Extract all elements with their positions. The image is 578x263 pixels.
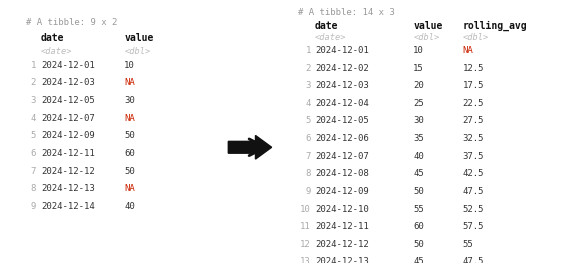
Text: 7: 7 (31, 166, 36, 176)
Text: 2024-12-12: 2024-12-12 (42, 166, 95, 176)
Text: 2024-12-01: 2024-12-01 (42, 61, 95, 70)
Text: 2024-12-06: 2024-12-06 (315, 134, 369, 143)
Text: 50: 50 (124, 131, 135, 140)
Text: 27.5: 27.5 (462, 117, 484, 125)
Text: 40: 40 (124, 202, 135, 211)
Text: 10: 10 (124, 61, 135, 70)
Text: <date>: <date> (315, 33, 346, 42)
Text: 11: 11 (300, 222, 311, 231)
Text: 13: 13 (300, 257, 311, 263)
Text: 1: 1 (306, 46, 311, 55)
Text: 2024-12-04: 2024-12-04 (315, 99, 369, 108)
Text: 32.5: 32.5 (462, 134, 484, 143)
Text: 22.5: 22.5 (462, 99, 484, 108)
Text: value: value (124, 33, 154, 43)
Text: 15: 15 (413, 64, 424, 73)
Text: # A tibble: 9 x 2: # A tibble: 9 x 2 (26, 18, 117, 27)
Text: 45: 45 (413, 257, 424, 263)
Text: 2024-12-09: 2024-12-09 (42, 131, 95, 140)
Text: 2024-12-03: 2024-12-03 (315, 81, 369, 90)
Text: 2024-12-11: 2024-12-11 (42, 149, 95, 158)
Text: 4: 4 (31, 114, 36, 123)
Text: # A tibble: 14 x 3: # A tibble: 14 x 3 (298, 8, 394, 17)
Text: 2: 2 (31, 78, 36, 88)
Text: <dbl>: <dbl> (124, 47, 150, 56)
Text: 55: 55 (413, 205, 424, 214)
Text: 2024-12-14: 2024-12-14 (42, 202, 95, 211)
Text: 20: 20 (413, 81, 424, 90)
Text: 1: 1 (31, 61, 36, 70)
Text: NA: NA (124, 184, 135, 193)
Text: 57.5: 57.5 (462, 222, 484, 231)
Text: 17.5: 17.5 (462, 81, 484, 90)
Text: 2024-12-05: 2024-12-05 (315, 117, 369, 125)
Text: 2024-12-03: 2024-12-03 (42, 78, 95, 88)
Text: NA: NA (124, 78, 135, 88)
Text: 37.5: 37.5 (462, 152, 484, 161)
Text: 9: 9 (306, 187, 311, 196)
Text: 2024-12-07: 2024-12-07 (42, 114, 95, 123)
Text: 2024-12-02: 2024-12-02 (315, 64, 369, 73)
Text: date: date (315, 21, 339, 31)
Text: 35: 35 (413, 134, 424, 143)
Text: 2024-12-01: 2024-12-01 (315, 46, 369, 55)
Text: 12.5: 12.5 (462, 64, 484, 73)
Text: 60: 60 (124, 149, 135, 158)
Text: 45: 45 (413, 169, 424, 178)
Text: 8: 8 (31, 184, 36, 193)
Text: 2024-12-12: 2024-12-12 (315, 240, 369, 249)
Text: 2024-12-05: 2024-12-05 (42, 96, 95, 105)
Text: 10: 10 (300, 205, 311, 214)
Text: <dbl>: <dbl> (413, 33, 439, 42)
Text: value: value (413, 21, 443, 31)
Text: 42.5: 42.5 (462, 169, 484, 178)
Text: 4: 4 (306, 99, 311, 108)
Text: 5: 5 (306, 117, 311, 125)
Text: 3: 3 (31, 96, 36, 105)
Text: 50: 50 (413, 187, 424, 196)
Text: 2024-12-13: 2024-12-13 (42, 184, 95, 193)
Text: 5: 5 (31, 131, 36, 140)
Text: 47.5: 47.5 (462, 187, 484, 196)
Text: 2024-12-07: 2024-12-07 (315, 152, 369, 161)
Text: 30: 30 (124, 96, 135, 105)
Text: rolling_avg: rolling_avg (462, 21, 527, 31)
Text: 12: 12 (300, 240, 311, 249)
Text: <dbl>: <dbl> (462, 33, 488, 42)
Text: NA: NA (124, 114, 135, 123)
Text: 25: 25 (413, 99, 424, 108)
Text: 2024-12-13: 2024-12-13 (315, 257, 369, 263)
Text: 2024-12-08: 2024-12-08 (315, 169, 369, 178)
Text: 6: 6 (306, 134, 311, 143)
Text: 6: 6 (31, 149, 36, 158)
Text: 60: 60 (413, 222, 424, 231)
Text: 55: 55 (462, 240, 473, 249)
Text: 50: 50 (413, 240, 424, 249)
Text: 30: 30 (413, 117, 424, 125)
Text: 2: 2 (306, 64, 311, 73)
Text: 7: 7 (306, 152, 311, 161)
Text: 47.5: 47.5 (462, 257, 484, 263)
Text: 2024-12-11: 2024-12-11 (315, 222, 369, 231)
Text: 50: 50 (124, 166, 135, 176)
Text: 2024-12-09: 2024-12-09 (315, 187, 369, 196)
Text: 40: 40 (413, 152, 424, 161)
Text: 8: 8 (306, 169, 311, 178)
FancyArrow shape (228, 135, 272, 159)
Text: 3: 3 (306, 81, 311, 90)
Text: NA: NA (462, 46, 473, 55)
Text: date: date (40, 33, 64, 43)
Text: 9: 9 (31, 202, 36, 211)
Text: 52.5: 52.5 (462, 205, 484, 214)
Text: 2024-12-10: 2024-12-10 (315, 205, 369, 214)
Text: 10: 10 (413, 46, 424, 55)
Text: <date>: <date> (40, 47, 72, 56)
